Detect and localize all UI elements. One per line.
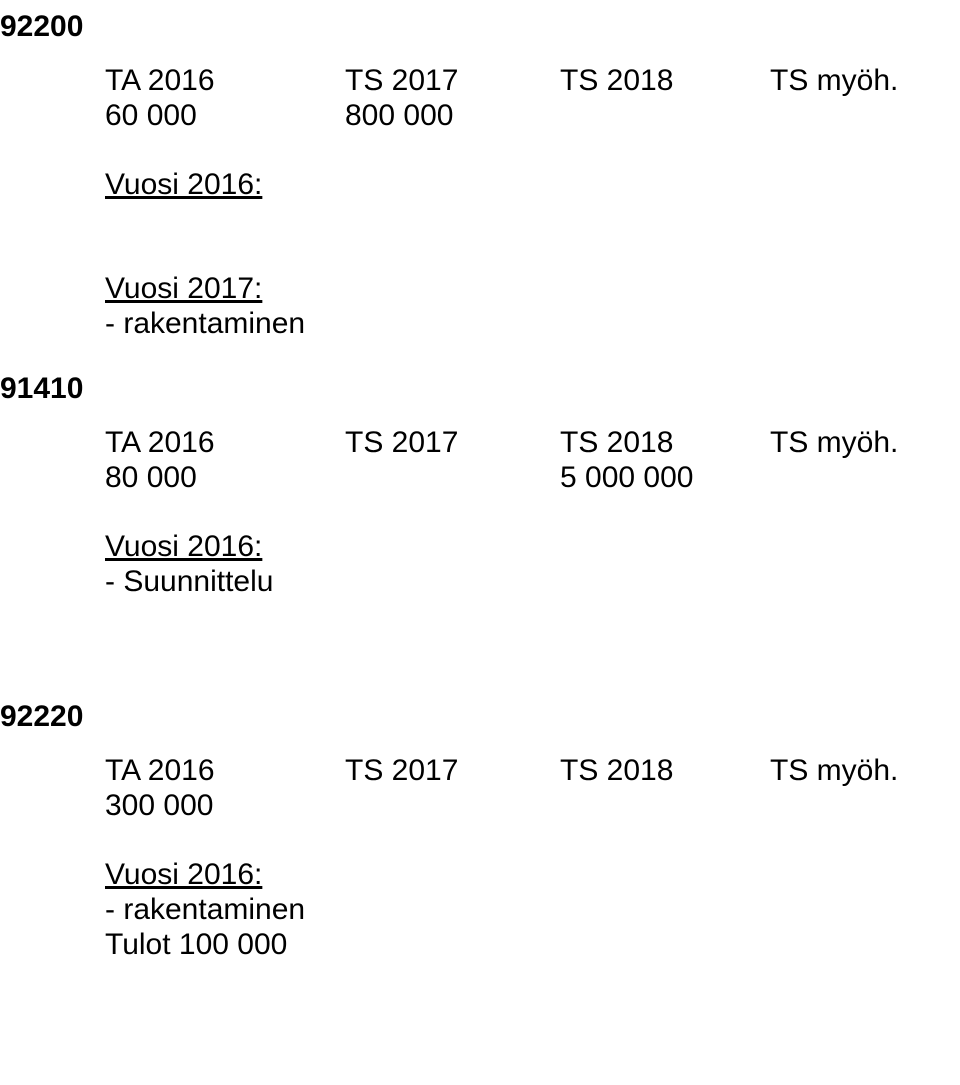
- year-label: Vuosi 2016:: [105, 168, 262, 202]
- col-header-ts2018: TS 2018: [560, 754, 770, 788]
- col-header-ts2017: TS 2017: [345, 754, 560, 788]
- table-header-row: TA 2016 TS 2017 TS 2018 TS myöh.: [105, 754, 898, 788]
- col-header-ta2016: TA 2016: [105, 64, 345, 98]
- col-header-ts2017: TS 2017: [345, 64, 560, 98]
- col-header-tsmyoh: TS myöh.: [770, 426, 898, 460]
- col-header-tsmyoh: TS myöh.: [770, 754, 898, 788]
- table-row: 300 000: [105, 789, 770, 823]
- section-code: 92220: [0, 700, 83, 734]
- table-header-row: TA 2016 TS 2017 TS 2018 TS myöh.: [105, 64, 898, 98]
- col-header-ts2018: TS 2018: [560, 426, 770, 460]
- document-page: 92200 TA 2016 TS 2017 TS 2018 TS myöh. 6…: [0, 0, 960, 1085]
- col-header-ts2017: TS 2017: [345, 426, 560, 460]
- cell-ta2016: 300 000: [105, 789, 345, 823]
- year-label: Vuosi 2016:: [105, 858, 262, 892]
- cell-ts2017: [345, 789, 560, 823]
- col-header-tsmyoh: TS myöh.: [770, 64, 898, 98]
- year-label: Vuosi 2017:: [105, 272, 262, 306]
- note-text: - Suunnittelu: [105, 565, 273, 599]
- cell-ts2018: 5 000 000: [560, 461, 770, 495]
- cell-ta2016: 60 000: [105, 99, 345, 133]
- table-header-row: TA 2016 TS 2017 TS 2018 TS myöh.: [105, 426, 898, 460]
- table-row: 80 000 5 000 000: [105, 461, 770, 495]
- cell-ts2017: [345, 461, 560, 495]
- section-code: 91410: [0, 372, 83, 406]
- year-label: Vuosi 2016:: [105, 530, 262, 564]
- cell-ts2018: [560, 99, 770, 133]
- col-header-ts2018: TS 2018: [560, 64, 770, 98]
- cell-ta2016: 80 000: [105, 461, 345, 495]
- note-text: - rakentaminen: [105, 307, 305, 341]
- section-code: 92200: [0, 10, 83, 44]
- table-row: 60 000 800 000: [105, 99, 770, 133]
- cell-ts2017: 800 000: [345, 99, 560, 133]
- col-header-ta2016: TA 2016: [105, 754, 345, 788]
- cell-ts2018: [560, 789, 770, 823]
- note-text: - rakentaminen: [105, 893, 305, 927]
- col-header-ta2016: TA 2016: [105, 426, 345, 460]
- note-text: Tulot 100 000: [105, 928, 287, 962]
